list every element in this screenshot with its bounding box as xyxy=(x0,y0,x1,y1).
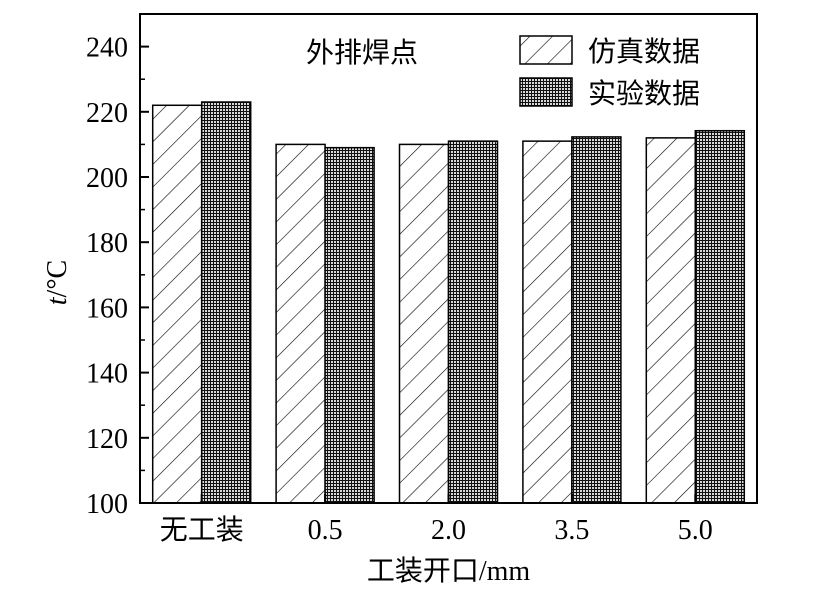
bar-experiment-2 xyxy=(447,140,499,504)
legend-label-experiment: 实验数据 xyxy=(588,77,700,110)
y-tick-label: 140 xyxy=(86,359,128,390)
y-tick-label: 160 xyxy=(86,293,128,324)
bar-experiment-0 xyxy=(200,101,252,504)
y-tick-label: 220 xyxy=(86,98,128,129)
bar-simulation-3 xyxy=(522,140,573,504)
x-tick-label: 5.0 xyxy=(678,515,713,546)
y-axis: 100 120 140 160 180 200 220 240 xyxy=(86,13,149,520)
legend-swatch-experiment xyxy=(519,77,573,107)
bars-group xyxy=(151,101,746,504)
bar-simulation-1 xyxy=(275,143,326,504)
y-tick-label: 120 xyxy=(86,424,128,455)
x-tick-label: 无工装 xyxy=(160,514,244,546)
x-tick-label: 3.5 xyxy=(554,515,589,546)
legend-label-simulation: 仿真数据 xyxy=(588,35,700,68)
legend-swatch-simulation xyxy=(519,35,573,65)
y-axis-title-unit: /°C xyxy=(42,260,73,298)
bar-experiment-1 xyxy=(324,146,375,504)
bar-experiment-3 xyxy=(571,136,622,504)
y-tick-label: 200 xyxy=(86,163,128,194)
y-axis-title-symbol: t xyxy=(42,296,73,305)
plot-frame xyxy=(139,13,758,504)
x-tick-label: 2.0 xyxy=(431,515,466,546)
y-tick-label: 180 xyxy=(86,228,128,259)
x-axis-title: 工装开口/mm xyxy=(367,555,531,587)
y-tick-label: 240 xyxy=(86,33,128,64)
y-tick-label: 100 xyxy=(86,489,128,520)
bar-simulation-2 xyxy=(398,143,450,504)
bar-experiment-4 xyxy=(694,129,746,504)
chart-title: 外排焊点 xyxy=(306,36,418,69)
y-axis-title: t/°C xyxy=(42,260,73,305)
bar-simulation-0 xyxy=(151,104,203,504)
x-tick-label: 0.5 xyxy=(308,515,343,546)
bar-simulation-4 xyxy=(645,137,697,504)
x-axis: 无工装 0.5 2.0 3.5 5.0 xyxy=(160,494,713,546)
